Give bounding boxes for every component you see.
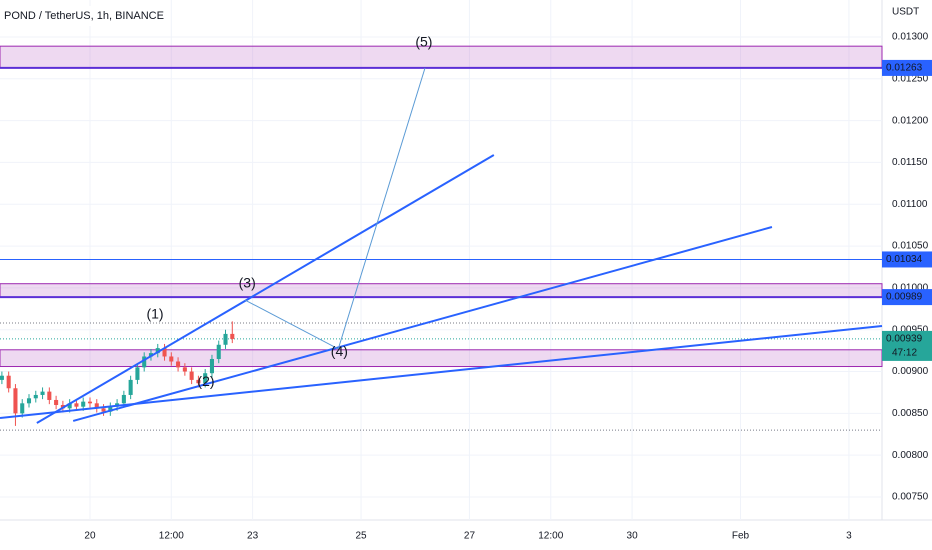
- candle-body: [0, 375, 4, 380]
- x-tick-label: 27: [464, 531, 476, 542]
- candle-body: [13, 388, 18, 414]
- y-tick-label: 0.01200: [892, 115, 929, 126]
- x-tick-label: 12:00: [538, 531, 563, 542]
- zone: [0, 45, 883, 69]
- countdown-label: 47:12: [892, 348, 917, 359]
- y-tick-label: 0.01100: [892, 199, 928, 210]
- y-tick-label: 0.00850: [892, 408, 929, 419]
- candle-body: [74, 403, 79, 407]
- y-tick-label: 0.00950: [892, 324, 929, 335]
- title-backdrop: [0, 6, 150, 26]
- x-tick-label: 30: [627, 531, 639, 542]
- y-tick-label: 0.01250: [892, 73, 929, 84]
- x-tick-label: 25: [355, 531, 367, 542]
- candle-body: [182, 367, 187, 372]
- last-price-label: 0.00939: [886, 334, 923, 345]
- wave-label: (1): [146, 305, 163, 321]
- candle-body: [216, 344, 221, 359]
- candle-body: [162, 348, 167, 357]
- zone: [0, 283, 883, 298]
- price-tag: [882, 330, 932, 361]
- candle-body: [67, 403, 72, 409]
- x-tick-label: 20: [84, 531, 96, 542]
- candle-body: [87, 401, 93, 404]
- candle-body: [6, 375, 11, 389]
- candle-body: [196, 379, 201, 384]
- candle-body: [223, 333, 228, 345]
- candle-body: [20, 403, 25, 414]
- zone: [0, 349, 883, 368]
- price-tag-label: 0.01263: [886, 63, 923, 74]
- candle-body: [230, 333, 235, 339]
- candle-body: [108, 406, 113, 412]
- candle-body: [101, 408, 106, 412]
- candle-body: [40, 391, 45, 395]
- x-tick-label: Feb: [732, 531, 750, 542]
- candle-body: [142, 356, 147, 368]
- candle-body: [176, 361, 181, 368]
- x-tick-label: 12:00: [159, 531, 184, 542]
- price-tag: [882, 289, 932, 306]
- wave-path: [244, 67, 426, 350]
- y-tick-label: 0.01150: [892, 157, 928, 168]
- y-tick-label: 0.00900: [892, 366, 929, 377]
- candle-body: [148, 353, 154, 357]
- price-tag-label: 0.00989: [886, 292, 923, 303]
- candle-body: [169, 356, 174, 362]
- wave-label: (3): [239, 274, 256, 290]
- y-tick-label: 0.01000: [892, 283, 929, 294]
- candle-body: [155, 348, 160, 354]
- y-tick-label: 0.01050: [892, 241, 929, 252]
- price-tag: [882, 59, 932, 76]
- candle-body: [189, 371, 194, 380]
- y-tick-label: 0.00750: [892, 492, 929, 503]
- trendline: [0, 324, 883, 420]
- x-tick-label: 3: [846, 531, 852, 542]
- y-tick-label: 0.00800: [892, 450, 929, 461]
- chart-title: POND / TetherUS, 1h, BINANCE: [4, 10, 164, 22]
- candle-body: [203, 373, 208, 384]
- candle-body: [54, 399, 59, 405]
- y-tick-label: 0.01300: [892, 32, 929, 43]
- candle-body: [26, 398, 32, 404]
- candle-body: [94, 403, 99, 409]
- wave-label: (2): [197, 373, 214, 389]
- wave-label: (4): [331, 343, 348, 359]
- candle-body: [209, 358, 214, 374]
- trendline: [36, 154, 495, 424]
- candle-body: [135, 367, 140, 380]
- currency-label: USDT: [892, 7, 919, 18]
- price-tag-label: 0.01034: [886, 254, 923, 265]
- candle-body: [121, 394, 126, 404]
- wave-label: (5): [415, 34, 432, 50]
- candle-body: [33, 394, 38, 399]
- candle-body: [81, 401, 86, 407]
- trendline: [72, 226, 773, 422]
- price-tag: [882, 251, 932, 268]
- candle-body: [47, 391, 52, 400]
- candle-body: [128, 379, 133, 395]
- x-tick-label: 23: [247, 531, 259, 542]
